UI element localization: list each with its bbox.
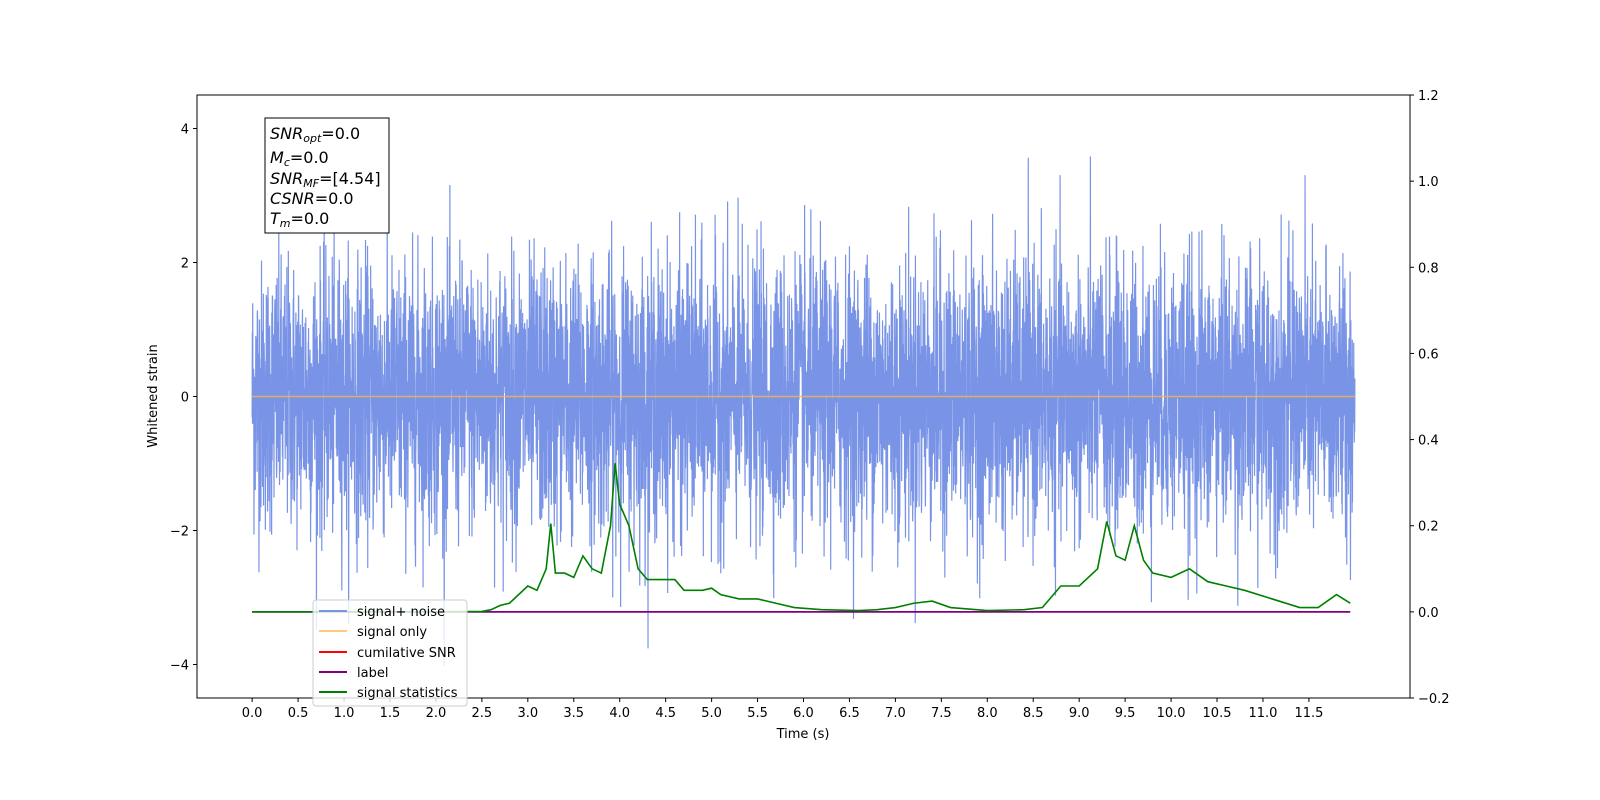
y-tick-label: 2 <box>181 257 189 272</box>
stat-snr-opt: SNRopt=0.0 <box>270 124 360 145</box>
stat-mc: Mc=0.0 <box>270 148 329 169</box>
y2-tick-label: 0.8 <box>1418 261 1439 276</box>
x-tick-label: 10.0 <box>1157 706 1186 721</box>
x-tick-label: 4.0 <box>609 706 630 721</box>
x-tick-label: 3.0 <box>517 706 538 721</box>
x-tick-label: 0.5 <box>288 706 309 721</box>
legend-label-cumulative-snr: cumilative SNR <box>357 646 456 661</box>
y-tick-label: −4 <box>170 659 189 674</box>
x-tick-label: 3.5 <box>563 706 584 721</box>
x-tick-label: 1.0 <box>334 706 355 721</box>
y-tick-label: −2 <box>170 525 189 540</box>
legend-label-signal-statistics: signal statistics <box>357 686 458 701</box>
x-tick-label: 6.5 <box>839 706 860 721</box>
y2-tick-label: 0.6 <box>1418 347 1439 362</box>
x-tick-label: 11.0 <box>1248 706 1277 721</box>
x-tick-label: 0.0 <box>242 706 263 721</box>
x-axis: 0.0 0.5 1.0 1.5 2.0 2.5 3.0 3.5 4.0 4.5 5.0 5.5 6.0 6… <box>242 698 1323 721</box>
x-tick-label: 9.0 <box>1069 706 1090 721</box>
axes-frame <box>196 94 1411 699</box>
x-tick-label: 2.0 <box>426 706 447 721</box>
y-tick-label: 4 <box>181 123 189 138</box>
y2-tick-label: 0.4 <box>1418 434 1439 449</box>
x-tick-label: 7.5 <box>931 706 952 721</box>
x-tick-label: 2.5 <box>472 706 493 721</box>
y-axis-label: Whitened strain <box>146 344 161 447</box>
x-tick-label: 8.0 <box>977 706 998 721</box>
y2-tick-label: −0.2 <box>1418 692 1450 707</box>
x-tick-label: 9.5 <box>1115 706 1136 721</box>
x-tick-label: 5.0 <box>701 706 722 721</box>
y2-tick-label: 0.2 <box>1418 520 1439 535</box>
x-tick-label: 5.5 <box>747 706 768 721</box>
x-tick-label: 7.0 <box>885 706 906 721</box>
stats-box: SNRopt=0.0 Mc=0.0 SNRMF=[4.54] CSNR=0.0 … <box>264 117 390 234</box>
x-tick-label: 1.5 <box>380 706 401 721</box>
x-tick-label: 10.5 <box>1203 706 1232 721</box>
y2-tick-label: 1.0 <box>1418 175 1439 190</box>
y2-tick-label: 1.2 <box>1418 89 1439 104</box>
stat-csnr: CSNR=0.0 <box>270 189 354 208</box>
x-axis-label: Time (s) <box>776 727 830 742</box>
y-axis-right: 1.2 1.0 0.8 0.6 0.4 0.2 0.0 −0.2 <box>1410 89 1450 707</box>
y2-tick-label: 0.0 <box>1418 606 1439 621</box>
series-signal-statistics <box>252 463 1351 613</box>
x-tick-label: 8.5 <box>1023 706 1044 721</box>
y-tick-label: 0 <box>181 391 189 406</box>
stat-tm: Tm=0.0 <box>270 209 329 230</box>
x-tick-label: 6.0 <box>793 706 814 721</box>
y-axis-left: 4 2 0 −2 −4 <box>170 123 197 674</box>
x-tick-label: 11.5 <box>1294 706 1323 721</box>
series-signal-noise <box>251 156 1356 666</box>
legend-label-signal-only: signal only <box>357 625 427 640</box>
stat-snr-mf: SNRMF=[4.54] <box>270 169 381 190</box>
legend-label-signal-noise: signal+ noise <box>357 605 445 620</box>
legend: signal+ noise signal only cumilative SNR… <box>312 599 468 707</box>
legend-label-label: label <box>357 666 388 681</box>
x-tick-label: 4.5 <box>655 706 676 721</box>
